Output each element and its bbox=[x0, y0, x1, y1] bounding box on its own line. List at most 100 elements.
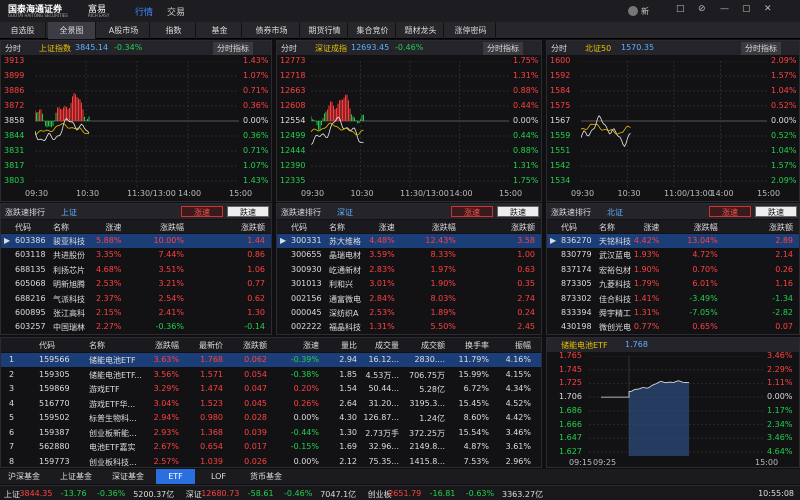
nav-tab[interactable]: 基金 bbox=[198, 22, 242, 39]
rank-button[interactable]: 涨速 bbox=[181, 206, 223, 217]
rank-button[interactable]: 涨速 bbox=[709, 206, 751, 217]
column-header[interactable]: 名称 bbox=[53, 223, 69, 232]
period-select[interactable]: 分时 bbox=[5, 44, 21, 53]
window-button[interactable]: ▢ bbox=[742, 4, 751, 14]
fund-row[interactable]: 2 159305 储能电池ETF... 3.56% 1.571 0.054 -0.38% 1.… bbox=[1, 368, 541, 382]
column-header[interactable]: 涨速 bbox=[378, 223, 395, 232]
nav-tab[interactable]: 期货行情 bbox=[302, 22, 348, 39]
column-header[interactable]: 代码 bbox=[291, 223, 307, 232]
column-header[interactable]: 涨跌额 bbox=[769, 223, 793, 232]
column-header[interactable]: 涨速 bbox=[105, 223, 122, 232]
y-axis-label-right: 1.57% bbox=[771, 161, 797, 170]
column-header[interactable]: 最新价 bbox=[199, 341, 223, 350]
column-header[interactable]: 成交量 bbox=[375, 341, 399, 350]
rank-button[interactable]: 涨速 bbox=[451, 206, 493, 217]
rank-row[interactable]: 833394 舜宇精工 1.31% -7.05% -2.82 bbox=[547, 306, 799, 320]
indicator-select[interactable]: 分时指标 bbox=[213, 42, 253, 55]
fund-tab[interactable]: LOF bbox=[210, 472, 227, 481]
rank-row[interactable]: 830779 武汉蓝电 1.93% 4.72% 2.14 bbox=[547, 248, 799, 262]
indicator-select[interactable]: 分时指标 bbox=[483, 42, 523, 55]
window-button[interactable]: □ bbox=[676, 4, 685, 14]
top-tab[interactable]: 交易 bbox=[167, 8, 186, 18]
rank-row[interactable]: 300930 屹通新材 2.83% 1.97% 0.63 bbox=[277, 263, 541, 277]
y-axis-label-right: 1.75% bbox=[513, 56, 539, 65]
column-header[interactable]: 名称 bbox=[599, 223, 615, 232]
nav-tab[interactable]: 全景图 bbox=[48, 22, 96, 39]
nav-tab[interactable]: 指数 bbox=[152, 22, 196, 39]
column-header[interactable]: 换手率 bbox=[465, 341, 489, 350]
column-header[interactable]: 量比 bbox=[341, 341, 357, 350]
fund-row[interactable]: 5 159502 标普生物科... 2.94% 0.980 0.028 0.00% 4.30 1… bbox=[1, 411, 541, 425]
rank-row[interactable]: 873305 九菱科技 1.79% 6.01% 1.16 bbox=[547, 277, 799, 291]
rank-row[interactable]: 300655 晶瑞电材 3.59% 8.33% 1.00 bbox=[277, 248, 541, 262]
cell: -0.36% bbox=[155, 322, 184, 332]
column-header[interactable]: 涨跌幅 bbox=[431, 223, 456, 232]
column-header[interactable]: 振幅 bbox=[515, 341, 531, 350]
fund-row[interactable]: 1 159566 储能电池ETF 3.63% 1.768 0.062 -0.39% 2.94 1… bbox=[1, 353, 541, 367]
cell: 屹通新材 bbox=[329, 265, 361, 275]
nav-tab[interactable]: 涨停密码 bbox=[446, 22, 496, 39]
fund-row[interactable]: 6 159387 创业板新能... 2.93% 1.368 0.039 -0.44% 1.30… bbox=[1, 426, 541, 440]
rank-row[interactable]: 873302 佳合科技 1.41% -3.49% -1.34 bbox=[547, 292, 799, 306]
rank-button[interactable]: 跌速 bbox=[497, 206, 539, 217]
rank-row[interactable]: 600895 张江高科 2.15% 2.41% 1.30 bbox=[1, 306, 271, 320]
cell: 7.44% bbox=[158, 250, 184, 260]
rank-button[interactable]: 跌速 bbox=[755, 206, 797, 217]
rank-row[interactable]: ▶ 300331 苏大维格 4.48% 12.43% 3.58 bbox=[277, 234, 541, 248]
rank-button[interactable]: 跌速 bbox=[227, 206, 269, 217]
indicator-select[interactable]: 分时指标 bbox=[741, 42, 781, 55]
rank-row[interactable]: ▶ 836270 天铭科技 4.42% 13.04% 2.89 bbox=[547, 234, 799, 248]
fund-tab[interactable]: 上证基金 bbox=[60, 472, 92, 481]
rank-row[interactable]: 002222 福晶科技 1.31% 5.50% 2.45 bbox=[277, 320, 541, 334]
column-header[interactable]: 名称 bbox=[89, 341, 105, 350]
top-tab[interactable]: 行情 bbox=[135, 8, 154, 18]
window-button[interactable]: ✕ bbox=[764, 4, 772, 14]
rank-row[interactable]: 000045 深纺织A 2.53% 1.89% 0.24 bbox=[277, 306, 541, 320]
column-header[interactable]: 名称 bbox=[329, 223, 345, 232]
fund-row[interactable]: 8 159773 创业板科技... 2.57% 1.039 0.026 0.00% 2.12 7… bbox=[1, 455, 541, 469]
rank-row[interactable]: 688216 气派科技 2.37% 2.54% 0.62 bbox=[1, 292, 271, 306]
fund-tab[interactable]: 深证基金 bbox=[112, 472, 144, 481]
nav-tab[interactable]: 自选股 bbox=[0, 22, 46, 39]
column-header[interactable]: 涨跌幅 bbox=[693, 223, 718, 232]
fund-tab[interactable]: 沪深基金 bbox=[8, 472, 40, 481]
window-button[interactable]: ⊘ bbox=[698, 4, 706, 14]
rank-row[interactable]: 301013 利和兴 3.01% 1.90% 0.35 bbox=[277, 277, 541, 291]
fund-tab[interactable]: ETF bbox=[156, 469, 195, 484]
nav-tab[interactable]: A股市场 bbox=[98, 22, 150, 39]
nav-tab[interactable]: 债券市场 bbox=[244, 22, 300, 39]
cell: 688135 bbox=[15, 264, 46, 274]
column-header[interactable]: 涨跌额 bbox=[243, 341, 267, 350]
cell: 创业板科技... bbox=[89, 457, 137, 467]
rank-row[interactable]: 688135 利扬芯片 4.68% 3.51% 1.06 bbox=[1, 263, 271, 277]
cell: 1.30 bbox=[339, 427, 357, 437]
cell: 标普生物科... bbox=[89, 414, 137, 423]
column-header[interactable]: 涨速 bbox=[303, 341, 319, 350]
fund-tab[interactable]: 货币基金 bbox=[250, 472, 282, 481]
nav-tab[interactable]: 集合竞价 bbox=[350, 22, 396, 39]
rank-row[interactable]: 603257 中国瑞林 2.27% -0.36% -0.14 bbox=[1, 320, 271, 334]
column-header[interactable]: 涨跌幅 bbox=[159, 223, 184, 232]
rank-row[interactable]: 430198 微创光电 0.77% 0.65% 0.07 bbox=[547, 320, 799, 334]
window-button[interactable]: — bbox=[720, 4, 729, 14]
fund-row[interactable]: 7 562880 电池ETF嘉实 2.67% 0.654 0.017 -0.15% 1.69 3… bbox=[1, 440, 541, 454]
column-header[interactable]: 涨跌幅 bbox=[155, 341, 179, 350]
rank-row[interactable]: 002156 通富微电 2.84% 8.03% 2.74 bbox=[277, 292, 541, 306]
column-header[interactable]: 涨跌额 bbox=[241, 223, 265, 232]
column-header[interactable]: 涨速 bbox=[643, 223, 660, 232]
rank-row[interactable]: 837174 宏裕包材 1.90% 0.70% 0.26 bbox=[547, 263, 799, 277]
rank-row[interactable]: ▶ 603386 骏亚科技 5.88% 10.00% 1.44 bbox=[1, 234, 271, 248]
period-select[interactable]: 分时 bbox=[281, 44, 297, 53]
column-header[interactable]: 代码 bbox=[561, 223, 577, 232]
column-header[interactable]: 成交额 bbox=[421, 341, 445, 350]
rank-row[interactable]: 603118 共进股份 3.35% 7.44% 0.86 bbox=[1, 248, 271, 262]
column-header[interactable]: 代码 bbox=[15, 223, 31, 232]
nav-tab[interactable]: 题材龙头 bbox=[398, 22, 444, 39]
fund-row[interactable]: 3 159869 游戏ETF 3.29% 1.474 0.047 0.20% 1.54 50.4… bbox=[1, 382, 541, 396]
rank-row[interactable]: 605068 明新旭腾 2.53% 3.21% 0.77 bbox=[1, 277, 271, 291]
period-select[interactable]: 分时 bbox=[551, 44, 567, 53]
column-header[interactable]: 涨跌额 bbox=[511, 223, 535, 232]
fund-row[interactable]: 4 516770 游戏ETF华... 3.04% 1.523 0.045 0.26% 2.64… bbox=[1, 397, 541, 411]
user-name[interactable]: 新 bbox=[641, 7, 649, 16]
column-header[interactable]: 代码 bbox=[39, 341, 55, 350]
